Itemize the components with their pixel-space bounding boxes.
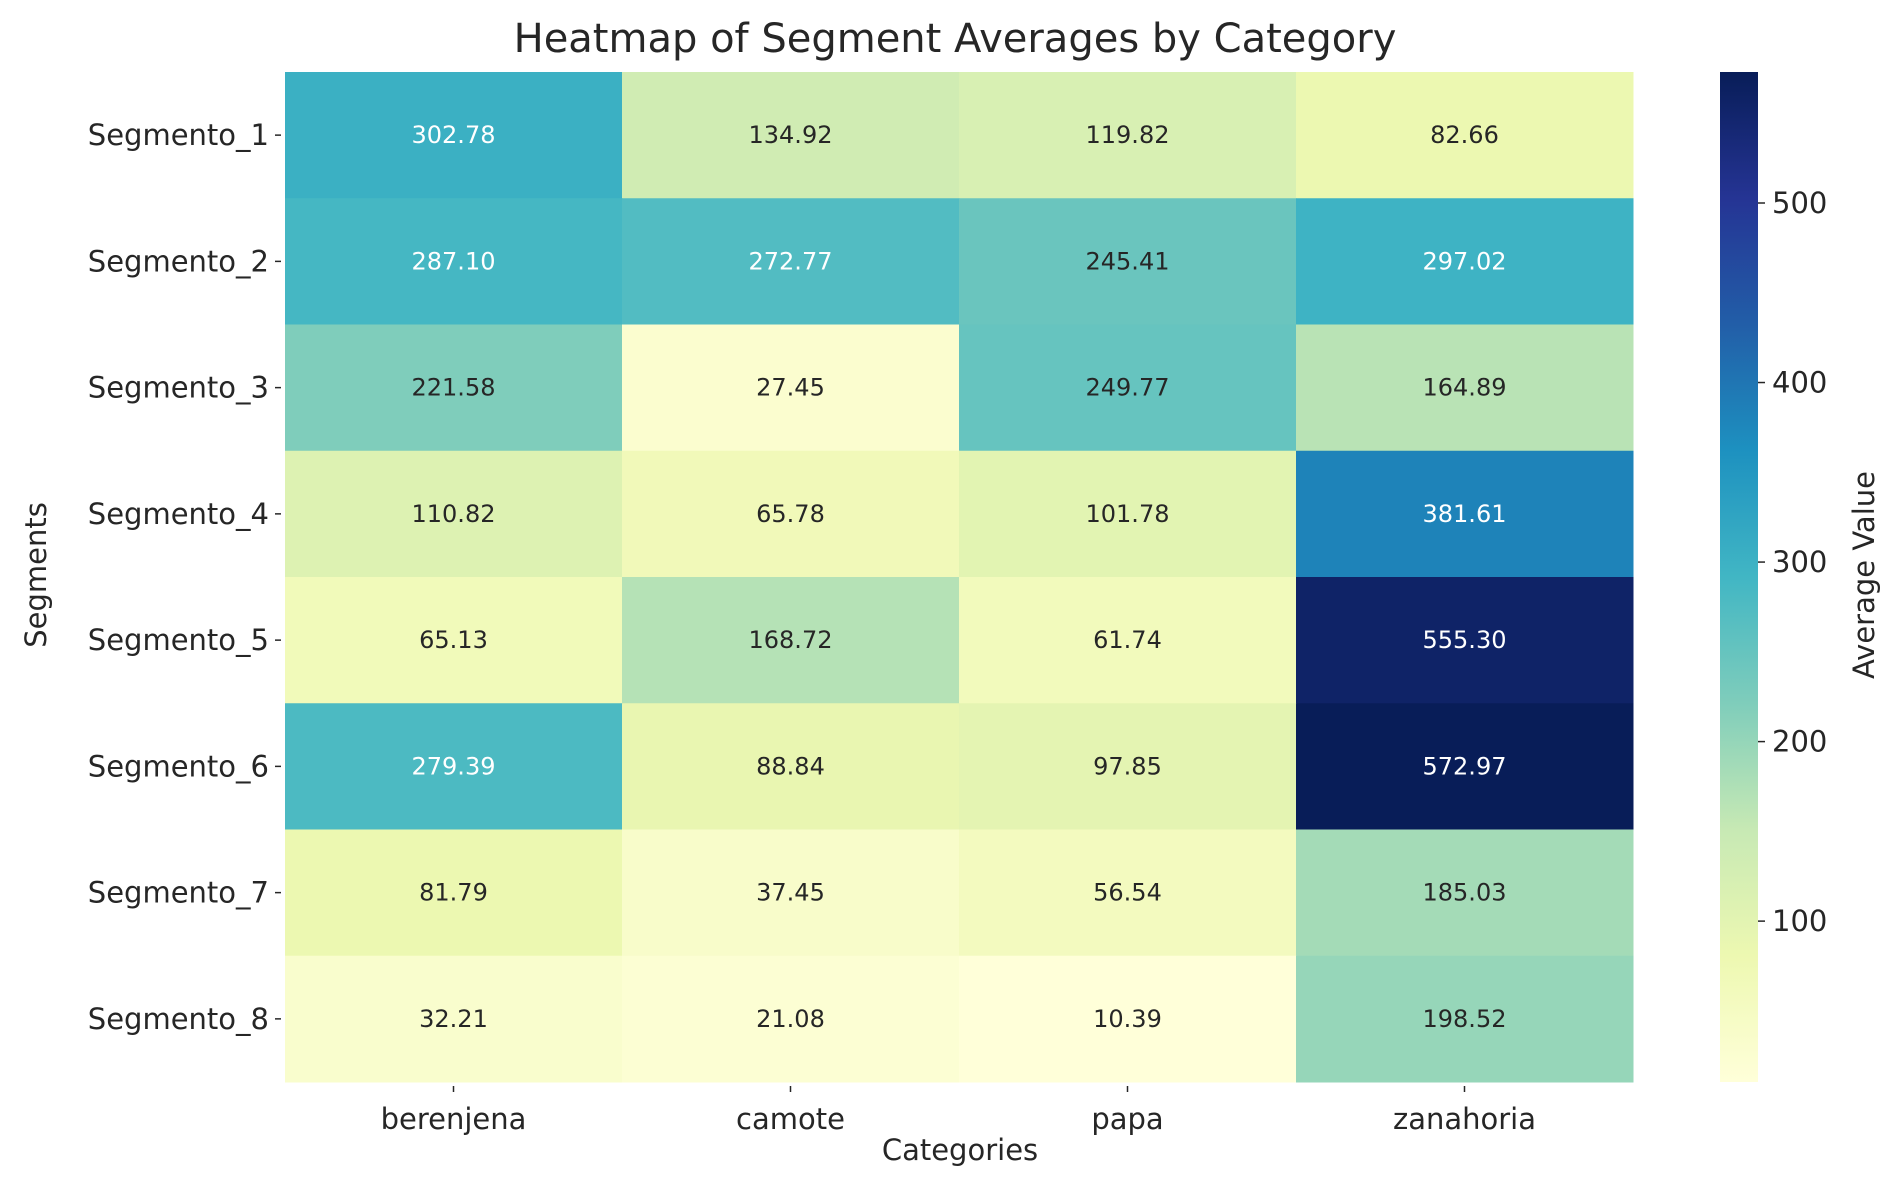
cell-value-label: 110.82 — [412, 500, 496, 528]
cell-value-label: 555.30 — [1423, 626, 1507, 654]
cell-value-label: 27.45 — [756, 374, 825, 402]
y-tick-label: Segmento_6 — [88, 749, 269, 783]
heatmap-cell — [285, 198, 623, 325]
cell-value-label: 32.21 — [419, 1005, 488, 1033]
cell-value-label: 61.74 — [1093, 626, 1162, 654]
cell-value-label: 302.78 — [412, 121, 496, 149]
heatmap-cell — [285, 955, 623, 1083]
cell-value-label: 37.45 — [756, 879, 825, 907]
cell-value-label: 97.85 — [1093, 752, 1162, 780]
heatmap-cell — [285, 829, 623, 957]
x-axis-label: Categories — [882, 1133, 1038, 1167]
colorbar — [1720, 72, 1758, 1082]
cell-value-label: 101.78 — [1086, 500, 1170, 528]
heatmap-cell — [1296, 577, 1634, 704]
x-tick-labels: berenjena camote papa zanahoria — [381, 1086, 1536, 1136]
heatmap-cell — [1296, 450, 1634, 578]
cell-value-label: 56.54 — [1093, 879, 1162, 907]
heatmap-cell — [622, 198, 960, 325]
colorbar-label: Average Value — [1847, 471, 1881, 679]
heatmap-cell — [959, 829, 1297, 957]
heatmap-cell — [1296, 198, 1634, 325]
cell-value-label: 245.41 — [1086, 247, 1170, 275]
cell-value-label: 82.66 — [1430, 121, 1499, 149]
colorbar-tick-label: 500 — [1772, 186, 1827, 220]
cell-value-label: 185.03 — [1423, 879, 1507, 907]
y-tick-label: Segmento_5 — [88, 623, 269, 657]
heatmap-cell — [285, 703, 623, 830]
x-tick-label: berenjena — [381, 1102, 527, 1136]
y-tick-label: Segmento_7 — [88, 876, 269, 910]
heatmap-cell — [1296, 324, 1634, 452]
heatmap-cell — [959, 450, 1297, 578]
cell-value-label: 572.97 — [1423, 752, 1507, 780]
heatmap-cell — [622, 324, 960, 452]
cell-value-label: 279.39 — [412, 752, 496, 780]
heatmap-cell — [622, 577, 960, 704]
heatmap-cell — [1296, 955, 1634, 1083]
y-tick-label: Segmento_8 — [88, 1002, 269, 1036]
y-tick-label: Segmento_4 — [88, 497, 269, 531]
y-tick-label: Segmento_3 — [88, 371, 269, 405]
cell-value-label: 10.39 — [1093, 1005, 1162, 1033]
colorbar-tick-label: 200 — [1772, 725, 1827, 759]
cell-value-label: 119.82 — [1086, 121, 1170, 149]
cell-value-label: 249.77 — [1086, 374, 1170, 402]
y-tick-label: Segmento_1 — [88, 118, 269, 152]
cell-value-label: 81.79 — [419, 879, 488, 907]
cell-value-label: 88.84 — [756, 752, 825, 780]
heatmap-cell — [285, 577, 623, 704]
cell-value-label: 198.52 — [1423, 1005, 1507, 1033]
y-tick-label: Segmento_2 — [88, 244, 269, 278]
heatmap-cells: 302.78 134.92 119.82 82.66 287.10 272.77 245.4… — [285, 72, 1634, 1083]
heatmap-cell — [959, 703, 1297, 830]
heatmap-cell — [622, 450, 960, 578]
cell-value-label: 221.58 — [412, 374, 496, 402]
colorbar-ticks: 100 200 300 400 500 — [1758, 186, 1827, 938]
cell-value-label: 134.92 — [749, 121, 833, 149]
colorbar-tick-label: 400 — [1772, 366, 1827, 400]
cell-value-label: 168.72 — [749, 626, 833, 654]
x-tick-label: zanahoria — [1393, 1102, 1536, 1136]
heatmap-cell — [1296, 829, 1634, 957]
cell-value-label: 21.08 — [756, 1005, 825, 1033]
cell-value-label: 297.02 — [1423, 247, 1507, 275]
cell-value-label: 287.10 — [412, 247, 496, 275]
heatmap-cell — [959, 198, 1297, 325]
heatmap-cell — [285, 324, 623, 452]
x-tick-label: camote — [736, 1102, 845, 1136]
cell-value-label: 65.13 — [419, 626, 488, 654]
heatmap-cell — [285, 450, 623, 578]
colorbar-tick-label: 100 — [1772, 904, 1827, 938]
y-tick-labels: Segmento_1 Segmento_2 Segmento_3 Segmento_4… — [88, 118, 281, 1036]
y-axis-label: Segments — [19, 502, 53, 648]
heatmap-cell — [1296, 72, 1634, 199]
colorbar-tick-label: 300 — [1772, 545, 1827, 579]
heatmap-cell — [622, 72, 960, 199]
cell-value-label: 272.77 — [749, 247, 833, 275]
heatmap-cell — [622, 703, 960, 830]
heatmap-cell — [959, 72, 1297, 199]
heatmap-cell — [959, 577, 1297, 704]
heatmap-cell — [622, 829, 960, 957]
cell-value-label: 164.89 — [1423, 374, 1507, 402]
heatmap-cell — [959, 955, 1297, 1083]
chart-title: Heatmap of Segment Averages by Category — [514, 16, 1397, 62]
x-tick-label: papa — [1091, 1102, 1163, 1136]
heatmap-cell — [285, 72, 623, 199]
cell-value-label: 381.61 — [1423, 500, 1507, 528]
heatmap-cell — [622, 955, 960, 1083]
cell-value-label: 65.78 — [756, 500, 825, 528]
heatmap-cell — [959, 324, 1297, 452]
heatmap-cell — [1296, 703, 1634, 830]
